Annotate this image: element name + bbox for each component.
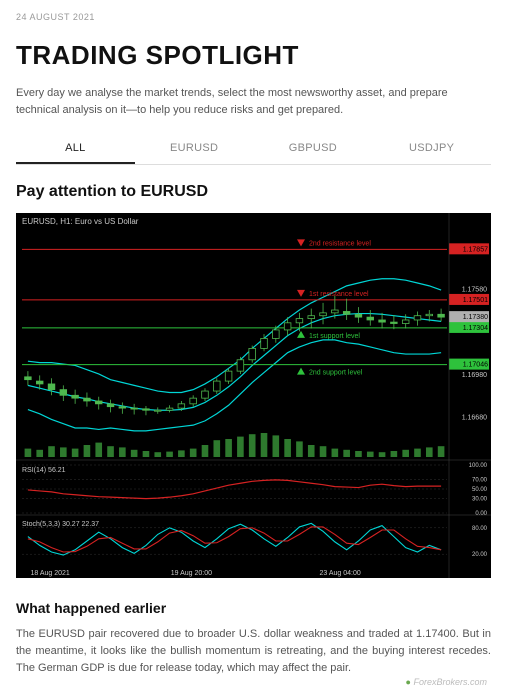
svg-text:1.17304: 1.17304 [463,325,488,332]
watermark: ● ForexBrokers.com [406,677,487,687]
tab-eurusd[interactable]: EURUSD [135,136,254,164]
svg-text:1.17501: 1.17501 [463,297,488,304]
svg-text:23 Aug 04:00: 23 Aug 04:00 [320,570,361,577]
svg-text:1st resistance level: 1st resistance level [309,291,369,298]
svg-text:1.17380: 1.17380 [463,314,488,321]
article-body: The EURUSD pair recovered due to broader… [16,626,491,677]
tab-usdjpy[interactable]: USDJPY [372,136,491,164]
svg-text:0.00: 0.00 [475,511,487,517]
article-subheading: What happened earlier [16,600,491,616]
svg-text:1.16980: 1.16980 [462,372,487,379]
svg-text:2nd support level: 2nd support level [309,370,363,377]
chart-container: EURUSD, H1: Euro vs US Dollar 1.16680 1.16… [16,213,491,578]
svg-text:19 Aug 20:00: 19 Aug 20:00 [171,570,212,577]
svg-text:80.00: 80.00 [472,526,488,532]
page-title: TRADING SPOTLIGHT [16,40,491,71]
article-heading: Pay attention to EURUSD [16,183,491,201]
svg-text:1st support level: 1st support level [309,333,360,340]
svg-text:20.00: 20.00 [472,552,488,558]
svg-text:18 Aug 2021: 18 Aug 2021 [31,570,70,577]
svg-text:50.00: 50.00 [472,487,488,493]
intro-text: Every day we analyse the market trends, … [16,85,491,118]
watermark-text: ForexBrokers [413,677,467,687]
tab-gbpusd[interactable]: GBPUSD [254,136,373,164]
svg-text:RSI(14) 56.21: RSI(14) 56.21 [22,467,66,474]
svg-text:30.00: 30.00 [472,497,488,503]
chart-svg: EURUSD, H1: Euro vs US Dollar 1.16680 1.16… [16,213,491,578]
svg-text:EURUSD, H1: Euro vs US Dollar: EURUSD, H1: Euro vs US Dollar [22,217,139,226]
watermark-suffix: .com [467,677,487,687]
svg-text:1.16680: 1.16680 [462,415,487,422]
page-date: 24 AUGUST 2021 [16,12,491,22]
watermark-dot-icon: ● [406,677,411,687]
pair-tabs: ALLEURUSDGBPUSDUSDJPY [16,136,491,165]
svg-text:1.17046: 1.17046 [463,362,488,369]
svg-text:1.17580: 1.17580 [462,287,487,294]
svg-text:100.00: 100.00 [469,463,488,469]
svg-text:Stoch(5,3,3) 30.27 22.37: Stoch(5,3,3) 30.27 22.37 [22,521,99,528]
tab-all[interactable]: ALL [16,136,135,164]
svg-text:2nd resistance level: 2nd resistance level [309,240,371,247]
svg-text:1.17857: 1.17857 [463,246,488,253]
svg-text:70.00: 70.00 [472,477,488,483]
